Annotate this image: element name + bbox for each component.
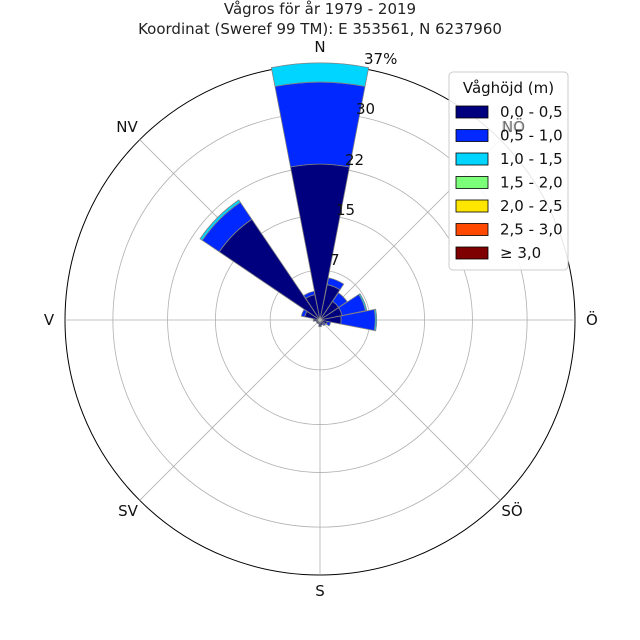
bar-Ö-series-2 (373, 308, 378, 332)
bar-NV-series-2 (199, 199, 241, 241)
legend-label-6: ≥ 3,0 (500, 244, 541, 262)
direction-label-5: SV (118, 502, 139, 520)
ring-label-15: 15 (336, 201, 355, 219)
bar-S-series-1 (318, 325, 322, 328)
direction-label-2: Ö (586, 310, 598, 329)
legend-hidden-direction-label: NÖ (502, 117, 525, 136)
direction-label-4: S (315, 582, 325, 600)
legend: Våghöjd (m) NÖ0,0 - 0,5 0,5 - 1,0 1,0 - 1,5… (448, 71, 569, 271)
legend-label-2: 1,0 - 1,5 (500, 150, 563, 168)
bar-N-series-2 (270, 62, 370, 87)
legend-label-3: 1,5 - 2,0 (500, 174, 563, 192)
chart-subtitle: Koordinat (Sweref 99 TM): E 353561, N 62… (138, 20, 502, 38)
legend-swatch-5 (455, 223, 489, 236)
legend-swatch-0 (455, 105, 489, 119)
grid-spoke-5 (139, 319, 321, 501)
legend-label-1: 0,5 - 1,0 (500, 127, 563, 145)
legend-label-4: 2,0 - 2,5 (500, 197, 563, 215)
bar-NNV-series-1 (303, 290, 316, 299)
bar-ÖNÖ-series-2 (358, 293, 368, 312)
direction-label-3: SÖ (501, 501, 522, 520)
bars-layer (199, 62, 378, 332)
grid-spoke-3 (319, 319, 501, 501)
direction-label-6: V (44, 311, 55, 329)
legend-swatch-2 (455, 152, 489, 166)
legend-swatch-3 (455, 176, 489, 189)
chart-title: Vågros för år 1979 - 2019 (224, 0, 416, 18)
direction-label-7: NV (116, 118, 138, 136)
bar-ÖSÖ-series-1 (325, 321, 332, 327)
bar-SÖ-series-1 (322, 322, 327, 327)
ring-label-22: 22 (345, 151, 364, 169)
legend-title: Våghöjd (m) (463, 79, 554, 97)
ring-label-37: 37% (364, 50, 397, 68)
direction-label-0: N (314, 38, 325, 56)
ring-label-30: 30 (356, 100, 375, 118)
legend-label-0: 0,0 - 0,5 (500, 103, 563, 121)
bar-NNÖ-series-1 (326, 277, 345, 291)
labels-layer: N NÖ Ö SÖ S SV V NV 7 15 22 30 37% (44, 38, 598, 600)
legend-box (448, 71, 569, 271)
legend-label-5: 2,5 - 3,0 (500, 221, 563, 239)
legend-swatch-4 (455, 199, 489, 213)
legend-swatch-6 (455, 246, 489, 260)
ring-label-7: 7 (330, 251, 340, 269)
legend-swatch-1 (455, 129, 489, 142)
